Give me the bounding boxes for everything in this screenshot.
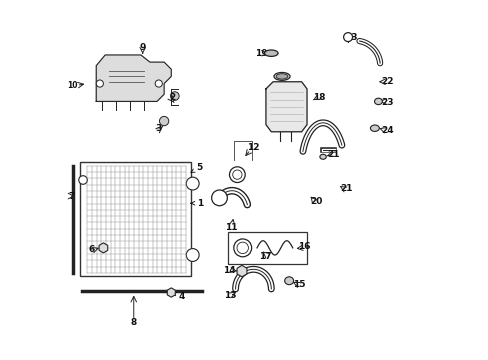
Text: 6: 6 <box>88 245 95 254</box>
Text: 9: 9 <box>139 43 145 52</box>
Text: 21: 21 <box>326 150 339 159</box>
Text: 4: 4 <box>173 292 185 301</box>
Text: 16: 16 <box>298 242 310 251</box>
Circle shape <box>186 249 199 261</box>
Circle shape <box>155 80 162 87</box>
Ellipse shape <box>273 72 289 80</box>
Ellipse shape <box>284 277 293 285</box>
Text: 20: 20 <box>309 197 322 206</box>
Circle shape <box>237 242 248 253</box>
Circle shape <box>79 176 87 184</box>
Bar <box>228 232 306 264</box>
Text: 18: 18 <box>313 93 325 102</box>
Text: 21: 21 <box>339 184 352 193</box>
Ellipse shape <box>343 33 352 41</box>
Text: 15: 15 <box>292 280 305 289</box>
Text: 5: 5 <box>191 163 203 172</box>
Ellipse shape <box>319 154 325 159</box>
Text: 14: 14 <box>223 266 235 275</box>
Ellipse shape <box>374 98 382 105</box>
Ellipse shape <box>264 50 278 57</box>
Polygon shape <box>96 55 171 102</box>
Circle shape <box>233 239 251 257</box>
Text: 11: 11 <box>224 222 237 231</box>
Text: 13: 13 <box>224 291 236 300</box>
Text: 12: 12 <box>246 143 259 152</box>
Ellipse shape <box>276 74 287 79</box>
Text: 1: 1 <box>190 199 203 208</box>
Text: 22: 22 <box>380 77 393 86</box>
Text: 24: 24 <box>380 126 393 135</box>
Circle shape <box>229 167 244 183</box>
Text: 8: 8 <box>130 318 137 327</box>
Circle shape <box>186 177 199 190</box>
Text: 23: 23 <box>345 33 357 42</box>
Text: 17: 17 <box>258 252 271 261</box>
Circle shape <box>211 190 227 206</box>
Text: 7: 7 <box>68 192 74 201</box>
Text: 10: 10 <box>66 81 77 90</box>
Ellipse shape <box>370 125 379 131</box>
Text: 2: 2 <box>169 93 175 102</box>
Text: 3: 3 <box>155 124 161 133</box>
Bar <box>80 162 190 276</box>
Text: 23: 23 <box>380 98 393 107</box>
Circle shape <box>159 116 168 126</box>
Circle shape <box>96 80 103 87</box>
Text: 19: 19 <box>255 49 267 58</box>
Circle shape <box>232 170 242 179</box>
Polygon shape <box>265 82 306 132</box>
Circle shape <box>170 92 179 100</box>
